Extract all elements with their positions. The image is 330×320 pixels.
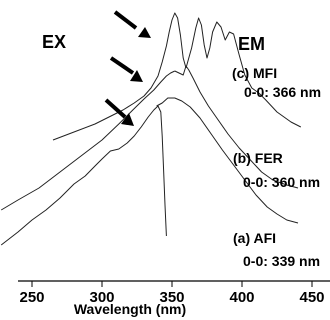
fer-series-label: (b) FER (233, 150, 283, 166)
spectra-curves (0, 12, 302, 246)
arrow-mfi (113, 10, 151, 38)
x-tick-label: 400 (229, 289, 254, 306)
ex-region-label: EX (42, 32, 66, 52)
x-axis-ticks: 250 300 350 400 450 (19, 281, 325, 306)
mfi-ex-spectrum (52, 12, 187, 141)
afi-em-spectrum (156, 97, 299, 224)
arrow-afi (104, 98, 134, 126)
x-tick-label: 350 (159, 289, 184, 306)
fer-origin-label: 0-0: 360 nm (243, 174, 320, 190)
mfi-origin-label: 0-0: 366 nm (244, 84, 321, 100)
x-axis-title: Wavelength (nm) (74, 301, 186, 317)
mfi-em-spectrum (185, 17, 302, 128)
afi-series-label: (a) AFI (233, 230, 276, 246)
mfi-series-label: (c) MFI (232, 65, 277, 81)
em-region-label: EM (238, 34, 265, 54)
afi-ex-spectrum (0, 105, 167, 246)
x-tick-label: 300 (89, 289, 114, 306)
x-tick-label: 250 (19, 289, 44, 306)
arrow-fer (109, 56, 143, 82)
afi-origin-label: 0-0: 339 nm (243, 253, 320, 269)
x-tick-label: 450 (299, 289, 324, 306)
fer-ex-spectrum (0, 70, 176, 211)
fer-em-spectrum (174, 65, 299, 189)
